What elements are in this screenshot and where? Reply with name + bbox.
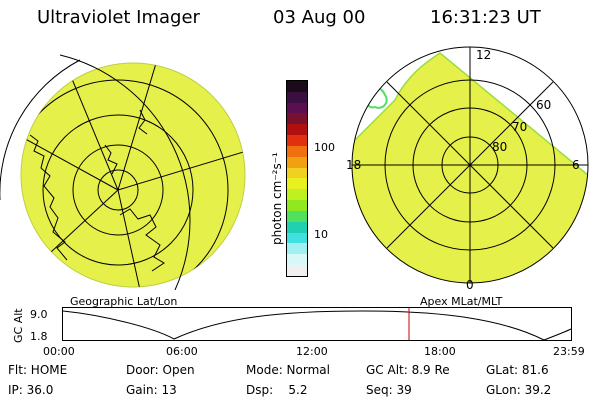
- xtick-0000: 00:00: [43, 345, 75, 358]
- mlt-label-6: 6: [572, 158, 580, 172]
- colorbar-segment: [287, 156, 307, 168]
- xtick-1200: 12:00: [296, 345, 328, 358]
- colorbar-segment: [287, 81, 307, 92]
- colorbar-segment: [287, 91, 307, 103]
- mlat-grid: [351, 46, 589, 284]
- mlat-label-80: 80: [492, 140, 507, 154]
- colorbar-segment: [287, 167, 307, 179]
- mlt-label-0: 0: [466, 278, 474, 290]
- xtick-2359: 23:59: [553, 345, 585, 358]
- colorbar-segment: [287, 232, 307, 244]
- colorbar-segment: [287, 265, 307, 276]
- colorbar-tick-10: 10: [314, 228, 328, 241]
- colorbar-segment: [287, 135, 307, 146]
- image-disk: [20, 62, 246, 288]
- time-label: 16:31:23 UT: [430, 7, 541, 28]
- mlat-label-70: 70: [512, 120, 527, 134]
- geographic-map: [0, 54, 246, 290]
- colorbar-segment: [287, 189, 307, 201]
- ip-value: IP: 36.0: [8, 383, 54, 397]
- colorbar-segment: [287, 178, 307, 190]
- mlt-label-18: 18: [346, 158, 361, 172]
- altitude-ytick-max: 9.0: [30, 308, 48, 321]
- left-panel-caption: Geographic Lat/Lon: [70, 295, 178, 308]
- altitude-ytick-min: 1.8: [30, 330, 48, 343]
- xtick-1800: 18:00: [424, 345, 456, 358]
- mlat-label-60: 60: [536, 98, 551, 112]
- glat-value: GLat: 81.6: [486, 363, 549, 377]
- flt-value: Flt: HOME: [8, 363, 68, 377]
- colorbar-segment: [287, 113, 307, 125]
- door-value: Door: Open: [126, 363, 195, 377]
- colorbar-tick-100: 100: [314, 141, 335, 154]
- xtick-0600: 06:00: [166, 345, 198, 358]
- instrument-title: Ultraviolet Imager: [37, 7, 200, 28]
- colorbar-unit-label: photon cm⁻²s⁻¹: [270, 152, 284, 245]
- colorbar-segment: [287, 254, 307, 266]
- altitude-frame: [62, 307, 572, 341]
- colorbar-segment: [287, 221, 307, 233]
- altitude-ylabel: GC Alt: [12, 308, 25, 343]
- magnetic-map: 12 18 6 0 60 70 80: [346, 46, 589, 290]
- mlt-label-12: 12: [476, 48, 491, 62]
- glon-value: GLon: 39.2: [486, 383, 552, 397]
- date-label: 03 Aug 00: [273, 7, 366, 28]
- colorbar-segment: [287, 243, 307, 255]
- mode-value: Mode: Normal: [246, 363, 330, 377]
- dsp-value: Dsp: 5.2: [246, 383, 308, 397]
- colorbar-segment: [287, 145, 307, 157]
- colorbar-segment: [287, 200, 307, 211]
- altitude-plot: [62, 307, 572, 341]
- seq-value: Seq: 39: [366, 383, 412, 397]
- geo-grid: [21, 63, 245, 287]
- gcalt-value: GC Alt: 8.9 Re: [366, 363, 450, 377]
- colorbar-segment: [287, 210, 307, 222]
- colorbar-segment: [287, 102, 307, 114]
- gain-value: Gain: 13: [126, 383, 177, 397]
- altitude-curve: [62, 310, 572, 341]
- colorbar-segment: [287, 124, 307, 136]
- right-panel-caption: Apex MLat/MLT: [420, 295, 503, 308]
- colorbar: [286, 80, 308, 277]
- geo-arc: [59, 54, 191, 290]
- geo-arc: [0, 59, 81, 200]
